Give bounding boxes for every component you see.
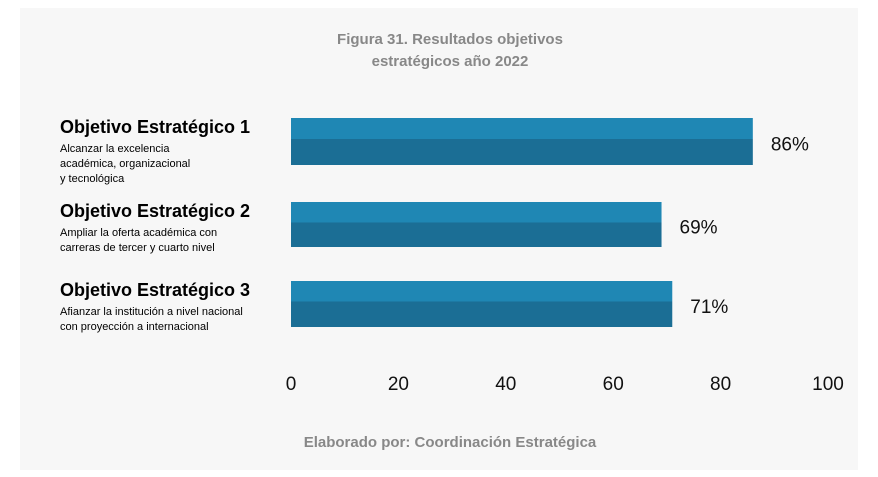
category-description: Afianzar la institución a nivel nacional <box>60 306 243 318</box>
footer: Elaborado por: Coordinación Estratégica <box>304 434 597 451</box>
category-label: Objetivo Estratégico 3 <box>60 280 250 300</box>
category-label: Objetivo Estratégico 1 <box>60 117 250 137</box>
chart-title: Figura 31. Resultados objetivos <box>337 31 563 48</box>
x-tick-label: 100 <box>812 374 844 395</box>
x-tick-label: 40 <box>495 374 516 395</box>
bar <box>291 281 673 327</box>
category-description: Alcanzar la excelencia <box>60 143 170 155</box>
x-tick-label: 0 <box>286 374 297 395</box>
category-description: Ampliar la oferta académica con <box>60 227 217 239</box>
category-description: con proyección a internacional <box>60 321 209 333</box>
category-description: y tecnológica <box>60 173 125 185</box>
x-tick-label: 20 <box>388 374 409 395</box>
x-tick-label: 60 <box>603 374 624 395</box>
value-label: 71% <box>690 297 728 318</box>
value-label: 69% <box>680 218 718 239</box>
chart-title: estratégicos año 2022 <box>372 53 529 70</box>
bar <box>291 202 662 247</box>
category-description: carreras de tercer y cuarto nivel <box>60 242 215 254</box>
bar <box>291 118 753 165</box>
x-tick-label: 80 <box>710 374 731 395</box>
category-description: académica, organizacional <box>60 158 190 170</box>
category-label: Objetivo Estratégico 2 <box>60 201 250 221</box>
value-label: 86% <box>771 135 809 156</box>
